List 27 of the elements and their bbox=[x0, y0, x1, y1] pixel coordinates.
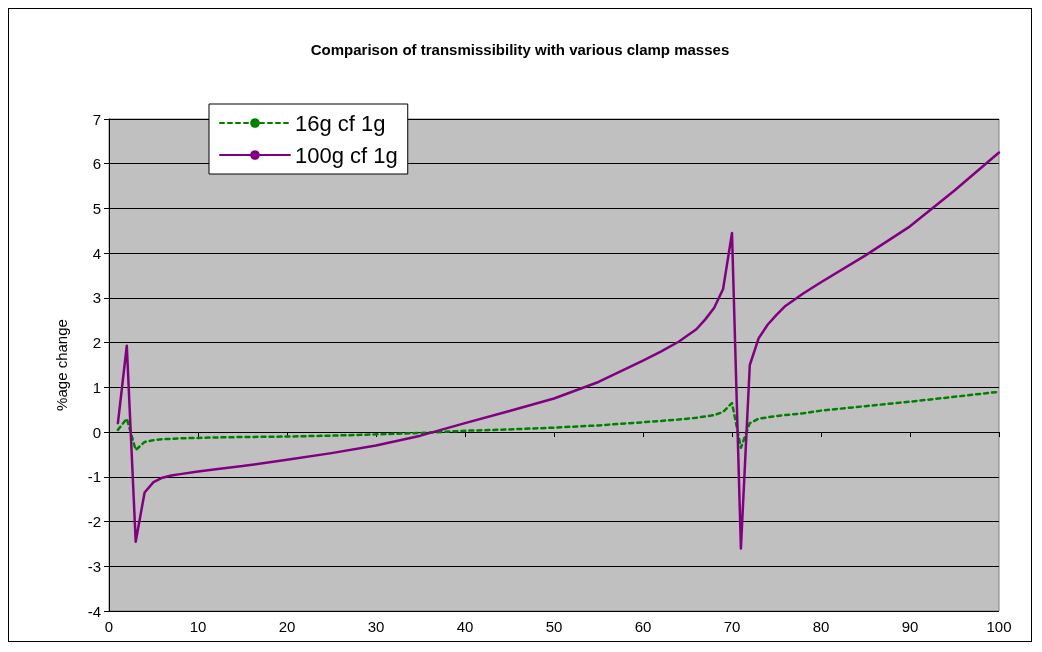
x-tick-label: 40 bbox=[456, 618, 474, 635]
x-tick-label: 100 bbox=[986, 618, 1012, 635]
y-tick-label: -4 bbox=[87, 602, 101, 620]
y-tick-label: -3 bbox=[87, 557, 101, 575]
y-tick-label: 5 bbox=[92, 199, 101, 217]
y-tick-label: 1 bbox=[92, 378, 101, 396]
x-tick-label: 10 bbox=[189, 618, 207, 635]
y-tick-label: -2 bbox=[87, 513, 101, 531]
y-tick-label: 0 bbox=[92, 423, 101, 441]
x-tick-label: 80 bbox=[812, 618, 830, 635]
y-tick-label: 2 bbox=[92, 334, 101, 352]
y-tick-label: 6 bbox=[92, 155, 101, 173]
chart-title: Comparison of transmissibility with various clamp masses bbox=[310, 41, 730, 58]
legend-label: 100g cf 1g bbox=[295, 142, 398, 168]
y-tick-label: 3 bbox=[92, 289, 101, 307]
y-tick-label: -1 bbox=[87, 468, 101, 486]
y-tick-label: 7 bbox=[92, 110, 101, 128]
legend-label: 16g cf 1g bbox=[295, 110, 386, 136]
x-tick-label: 60 bbox=[634, 618, 652, 635]
x-tick-label: 70 bbox=[723, 618, 741, 635]
x-tick-label: 20 bbox=[278, 618, 296, 635]
x-tick-label: 50 bbox=[545, 618, 563, 635]
y-axis-title: %age change bbox=[53, 319, 70, 411]
x-tick-label: 90 bbox=[901, 618, 919, 635]
x-tick-label: 0 bbox=[104, 618, 114, 635]
x-tick-label: 30 bbox=[367, 618, 385, 635]
y-tick-label: 4 bbox=[92, 244, 101, 262]
